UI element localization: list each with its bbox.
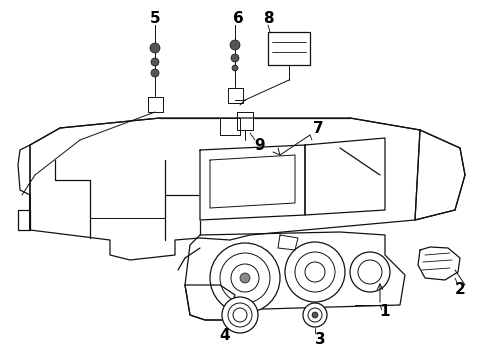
Polygon shape xyxy=(185,285,235,320)
Polygon shape xyxy=(18,145,30,230)
Circle shape xyxy=(240,273,250,283)
Circle shape xyxy=(312,312,318,318)
Text: 9: 9 xyxy=(255,138,265,153)
Text: 2: 2 xyxy=(455,283,466,297)
Polygon shape xyxy=(418,247,460,280)
Text: 5: 5 xyxy=(149,10,160,26)
Circle shape xyxy=(222,297,258,333)
Circle shape xyxy=(231,54,239,62)
Polygon shape xyxy=(228,88,243,103)
Polygon shape xyxy=(415,130,465,220)
Polygon shape xyxy=(185,232,405,320)
Circle shape xyxy=(210,243,280,313)
Polygon shape xyxy=(200,145,305,220)
Circle shape xyxy=(232,65,238,71)
Polygon shape xyxy=(148,97,163,112)
Circle shape xyxy=(303,303,327,327)
Text: 3: 3 xyxy=(315,333,325,347)
Text: 8: 8 xyxy=(263,10,273,26)
Polygon shape xyxy=(18,210,30,230)
Text: 6: 6 xyxy=(233,10,244,26)
Polygon shape xyxy=(278,235,298,250)
Circle shape xyxy=(230,40,240,50)
Polygon shape xyxy=(305,138,385,215)
Circle shape xyxy=(151,58,159,66)
Polygon shape xyxy=(30,118,420,260)
Circle shape xyxy=(285,242,345,302)
Polygon shape xyxy=(237,112,253,130)
Text: 7: 7 xyxy=(313,121,323,135)
Polygon shape xyxy=(220,118,240,135)
Text: 4: 4 xyxy=(220,328,230,342)
Circle shape xyxy=(350,252,390,292)
Text: 1: 1 xyxy=(380,305,390,320)
Circle shape xyxy=(151,69,159,77)
Circle shape xyxy=(150,43,160,53)
Polygon shape xyxy=(268,32,310,65)
